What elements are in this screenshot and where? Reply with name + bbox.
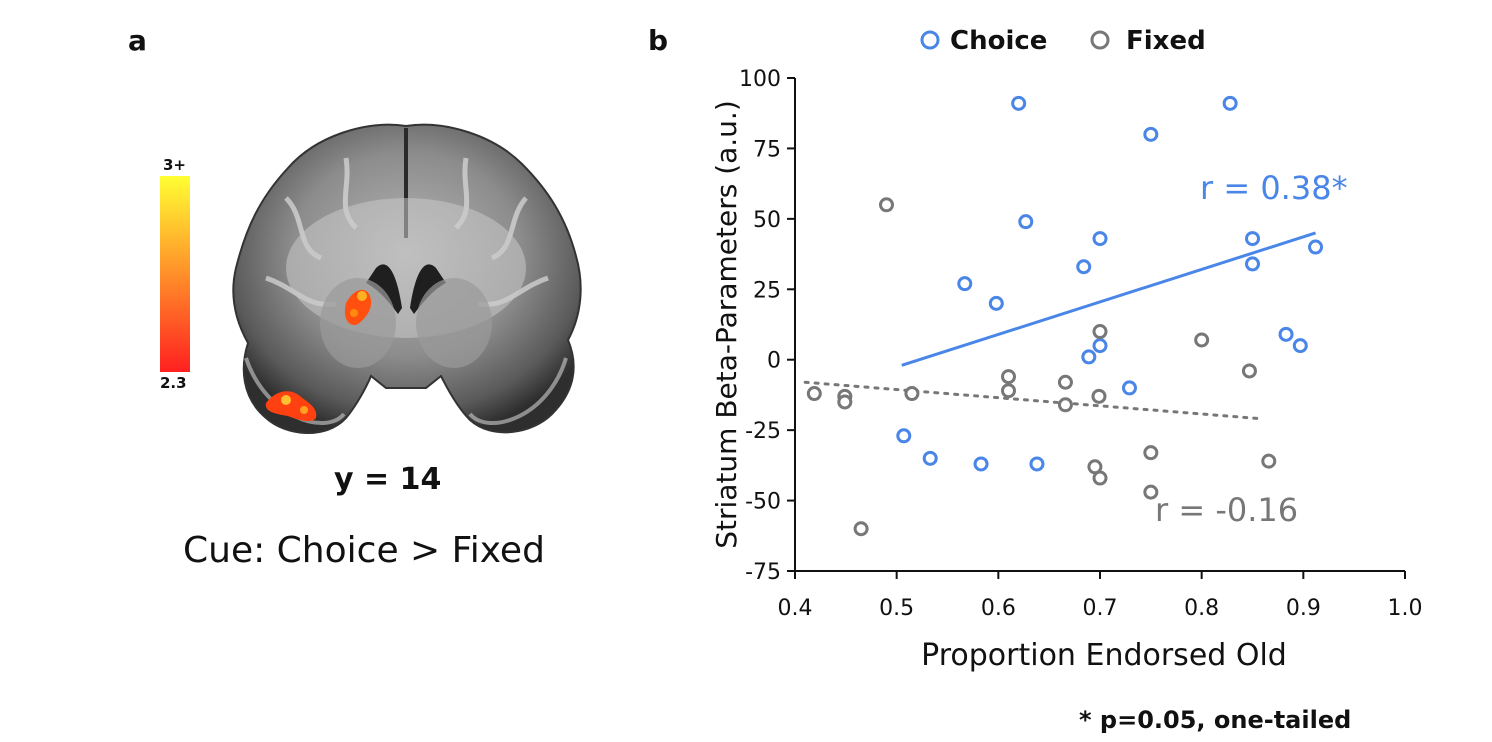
data-point-choice bbox=[957, 276, 973, 292]
activation-temporal bbox=[265, 391, 317, 422]
colorbar-max-label: 3+ bbox=[163, 156, 187, 174]
data-point-choice bbox=[896, 428, 912, 444]
data-point-choice bbox=[1092, 231, 1108, 247]
data-point-choice bbox=[1308, 239, 1324, 255]
data-point-fixed bbox=[1261, 453, 1277, 469]
data-point-choice bbox=[1076, 259, 1092, 275]
data-point-fixed bbox=[806, 386, 822, 402]
data-point-choice bbox=[1029, 456, 1045, 472]
x-tick-label: 1.0 bbox=[1388, 596, 1423, 621]
y-tick-label: -25 bbox=[745, 419, 781, 444]
data-point-choice bbox=[1018, 214, 1034, 230]
data-point-choice bbox=[1081, 349, 1097, 365]
data-point-choice bbox=[1292, 338, 1308, 354]
y-tick-label: -50 bbox=[745, 490, 781, 515]
y-axis-label: Striatum Beta-Parameters (a.u.) bbox=[710, 100, 743, 549]
data-point-choice bbox=[1245, 231, 1260, 247]
panel-b-label: b bbox=[648, 24, 669, 57]
slice-coordinate-label: y = 14 bbox=[334, 462, 442, 497]
fit-line-choice bbox=[901, 231, 1316, 367]
data-point-choice bbox=[973, 456, 989, 472]
data-point-choice bbox=[1278, 326, 1294, 342]
x-axis-label: Proportion Endorsed Old bbox=[921, 638, 1287, 673]
data-point-choice bbox=[988, 295, 1004, 311]
data-point-choice bbox=[922, 450, 938, 466]
y-tick-label: 50 bbox=[753, 208, 781, 233]
data-point-fixed bbox=[904, 386, 920, 402]
data-point-fixed bbox=[1143, 484, 1159, 500]
x-tick-label: 0.9 bbox=[1286, 596, 1321, 621]
legend-marker-fixed bbox=[1090, 30, 1110, 50]
colorbar-min-label: 2.3 bbox=[160, 374, 187, 392]
panel-a-label: a bbox=[128, 24, 147, 57]
contrast-label: Cue: Choice > Fixed bbox=[183, 530, 545, 571]
data-point-fixed bbox=[1057, 374, 1073, 390]
data-point-choice bbox=[1222, 95, 1238, 111]
x-tick-label: 0.8 bbox=[1184, 596, 1219, 621]
data-point-choice bbox=[1121, 380, 1137, 396]
data-point-choice bbox=[1011, 95, 1027, 111]
x-tick-label: 0.4 bbox=[778, 596, 813, 621]
y-tick-label: 25 bbox=[753, 278, 781, 303]
data-point-fixed bbox=[1001, 369, 1016, 385]
data-point-choice bbox=[1092, 338, 1108, 354]
x-tick-label: 0.6 bbox=[981, 596, 1016, 621]
data-point-choice bbox=[1143, 126, 1159, 142]
activation-striatum bbox=[344, 289, 372, 326]
fit-line-fixed bbox=[803, 380, 1265, 421]
data-point-fixed bbox=[1241, 363, 1257, 379]
data-point-fixed bbox=[837, 394, 853, 410]
data-point-fixed bbox=[1194, 332, 1210, 348]
annotation-fixed-r: r = -0.16 bbox=[1155, 491, 1298, 529]
brain-slice-image bbox=[232, 123, 582, 434]
data-point-fixed bbox=[1001, 383, 1016, 399]
y-tick-label: -75 bbox=[745, 560, 781, 585]
legend-marker-choice bbox=[920, 30, 940, 50]
data-point-fixed bbox=[853, 521, 869, 537]
y-tick-label: 0 bbox=[767, 349, 781, 374]
data-point-fixed bbox=[1092, 470, 1108, 486]
data-point-fixed bbox=[1143, 445, 1159, 461]
annotation-choice-r: r = 0.38* bbox=[1200, 169, 1348, 207]
colorbar bbox=[160, 176, 190, 372]
x-tick-label: 0.5 bbox=[879, 596, 914, 621]
data-point-choice bbox=[1245, 256, 1260, 272]
x-tick-label: 0.7 bbox=[1083, 596, 1118, 621]
data-point-fixed bbox=[1091, 388, 1107, 404]
data-point-fixed bbox=[879, 197, 894, 213]
data-point-fixed bbox=[1057, 397, 1073, 413]
data-point-fixed bbox=[1092, 324, 1108, 340]
legend-label-choice: Choice bbox=[950, 26, 1047, 56]
significance-footnote: * p=0.05, one-tailed bbox=[1079, 706, 1352, 734]
legend-label-fixed: Fixed bbox=[1126, 26, 1206, 56]
y-tick-label: 75 bbox=[753, 137, 781, 162]
y-tick-label: 100 bbox=[739, 67, 781, 92]
